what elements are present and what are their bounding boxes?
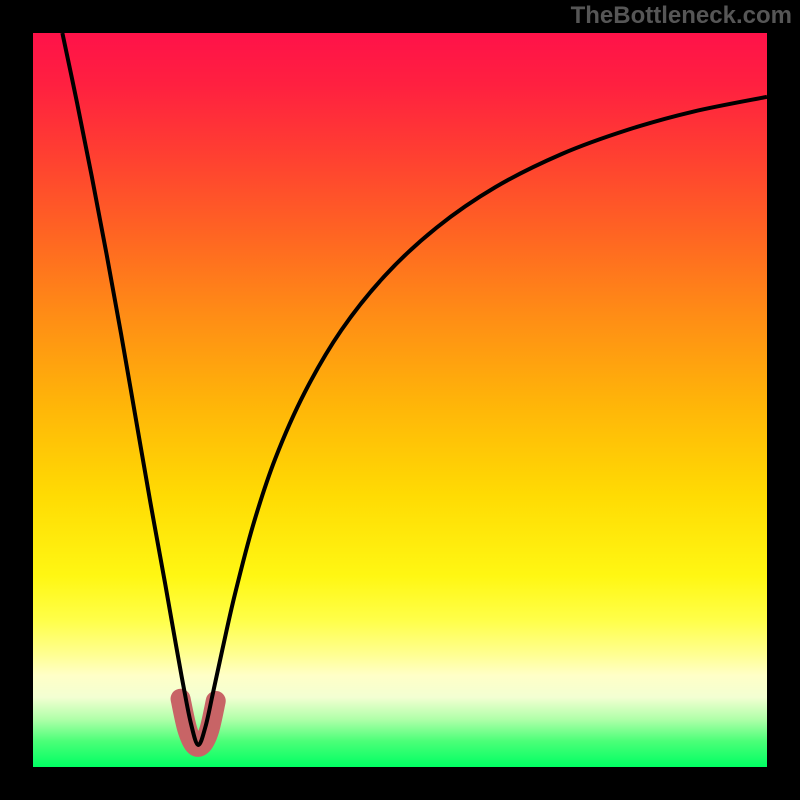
gradient-background [33, 33, 767, 767]
chart-container: TheBottleneck.com [0, 0, 800, 800]
plot-area [33, 33, 767, 767]
watermark-text: TheBottleneck.com [571, 2, 792, 30]
